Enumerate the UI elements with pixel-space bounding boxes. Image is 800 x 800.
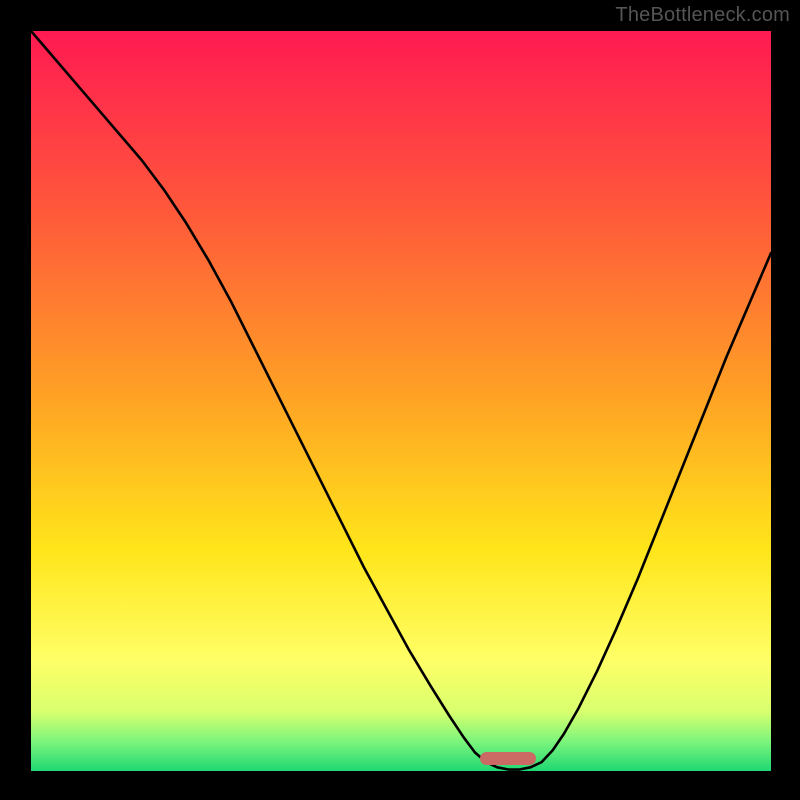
plot-area <box>31 31 771 771</box>
bottleneck-marker <box>480 752 536 765</box>
chart-frame: TheBottleneck.com <box>0 0 800 800</box>
bottleneck-curve <box>31 31 771 771</box>
source-watermark: TheBottleneck.com <box>615 4 790 27</box>
curve-path <box>31 31 771 770</box>
